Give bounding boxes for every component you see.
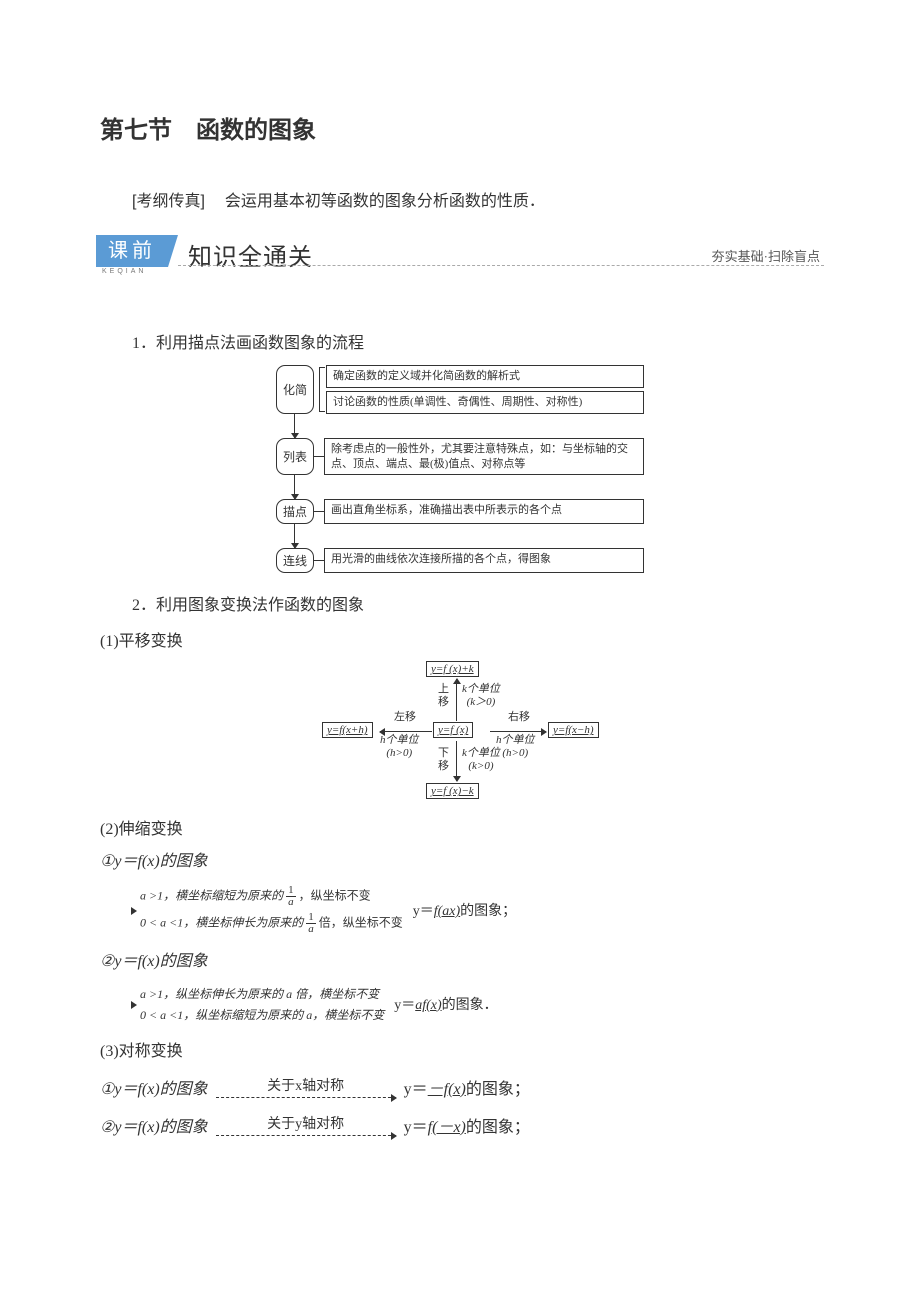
trans-right-top: 右移	[508, 711, 530, 724]
intro-text: 会运用基本初等函数的图象分析函数的性质．	[209, 193, 545, 210]
flow-desc-4: 用光滑的曲线依次连接所描的各个点，得图象	[324, 548, 644, 573]
scale-row-1: a >1，横坐标缩短为原来的 1a ，纵坐标不变 0 < a <1，横坐标伸长为…	[130, 883, 820, 937]
scale-arrow-1: a >1，横坐标缩短为原来的 1a ，纵坐标不变 0 < a <1，横坐标伸长为…	[136, 883, 407, 937]
flow-desc-2: 除考虑点的一般性外，尤其要注意特殊点，如：与坐标轴的交点、顶点、端点、最(极)值…	[324, 438, 644, 476]
scale-1-lead: ①y＝f(x)的图象	[100, 849, 820, 875]
trans-left-bot: h个单位(h>0)	[380, 734, 419, 759]
flow-desc-1b: 讨论函数的性质(单调性、奇偶性、周期性、对称性)	[326, 391, 644, 414]
sym-1-result: y＝－f(x)的图象；	[404, 1075, 530, 1099]
sym-row-1: ①y＝f(x)的图象 关于x轴对称 y＝－f(x)的图象；	[100, 1075, 820, 1099]
connector-icon	[314, 456, 324, 457]
banner-right: 夯实基础·扫除盲点	[712, 246, 820, 265]
arrow-right-icon	[490, 731, 546, 732]
scale-arrow-2: a >1，纵坐标伸长为原来的 a 倍，横坐标不变 0 < a <1，纵坐标缩短为…	[136, 983, 388, 1025]
trans-up-r: k个单位(k＞0)	[462, 683, 500, 708]
trans-right-bot: h个单位(h>0)	[496, 734, 535, 759]
flow-diagram: 化简 确定函数的定义域并化简函数的解析式 讨论函数的性质(单调性、奇偶性、周期性…	[276, 365, 644, 573]
trans-bottom: y=f (x)−k	[426, 783, 479, 799]
trans-down-r: k个单位(k>0)	[462, 747, 500, 772]
intro: [考纲传真] 会运用基本初等函数的图象分析函数的性质．	[100, 187, 820, 211]
banner-title: 知识全通关	[188, 237, 313, 272]
page-title: 第七节 函数的图象	[100, 110, 820, 145]
sym-row-2: ②y＝f(x)的图象 关于y轴对称 y＝f(－x)的图象；	[100, 1113, 820, 1137]
sym-arrow-1: 关于x轴对称	[216, 1075, 396, 1098]
trans-top: y=f (x)+k	[426, 661, 479, 677]
section-2-head: 2．利用图象变换法作函数的图象	[100, 591, 820, 615]
trans-center: y=f (x)	[433, 722, 473, 738]
section-1-head: 1．利用描点法画函数图象的流程	[100, 329, 820, 353]
banner: 课前 KEQIAN 知识全通关 夯实基础·扫除盲点	[96, 235, 824, 279]
banner-line	[178, 265, 824, 266]
connector-icon	[314, 511, 324, 512]
sub-1: (1)平移变换	[100, 627, 820, 651]
arrow-down-icon	[294, 414, 295, 438]
trans-up-l: 上移	[438, 683, 449, 708]
translation-diagram: y=f (x) y=f (x)+k y=f (x)−k y=f(x+h) y=f…	[280, 661, 640, 801]
bracket-icon	[316, 367, 324, 412]
flow-desc-1a: 确定函数的定义域并化简函数的解析式	[326, 365, 644, 388]
flow-step-1: 化简	[276, 365, 314, 414]
scale-2-result: y＝af(x)的图象．	[394, 994, 497, 1014]
arrow-up-icon	[456, 679, 457, 721]
arrow-down-icon	[456, 741, 457, 781]
trans-right: y=f(x−h)	[548, 722, 599, 738]
scale-row-2: a >1，纵坐标伸长为原来的 a 倍，横坐标不变 0 < a <1，纵坐标缩短为…	[130, 983, 820, 1025]
banner-sub: KEQIAN	[102, 268, 146, 275]
banner-tab: 课前	[96, 235, 168, 267]
scale-2-lead: ②y＝f(x)的图象	[100, 949, 820, 975]
arrow-down-icon	[294, 475, 295, 499]
trans-left-top: 左移	[394, 711, 416, 724]
flow-step-2: 列表	[276, 438, 314, 476]
sub-2: (2)伸缩变换	[100, 815, 820, 839]
arrow-left-icon	[380, 731, 432, 732]
sym-arrow-2: 关于y轴对称	[216, 1113, 396, 1136]
intro-label: [考纲传真]	[132, 193, 205, 210]
sym-2-lead: ②y＝f(x)的图象	[100, 1113, 208, 1137]
flow-desc-3: 画出直角坐标系，准确描出表中所表示的各个点	[324, 499, 644, 524]
scale-1-result: y＝f(ax)的图象；	[413, 900, 516, 920]
flow-step-3: 描点	[276, 499, 314, 524]
arrow-down-icon	[294, 524, 295, 548]
flow-step-4: 连线	[276, 548, 314, 573]
sym-1-lead: ①y＝f(x)的图象	[100, 1075, 208, 1099]
sub-3: (3)对称变换	[100, 1037, 820, 1061]
sym-2-result: y＝f(－x)的图象；	[404, 1113, 530, 1137]
connector-icon	[314, 560, 324, 561]
trans-left: y=f(x+h)	[322, 722, 373, 738]
trans-down-l: 下移	[438, 747, 449, 772]
